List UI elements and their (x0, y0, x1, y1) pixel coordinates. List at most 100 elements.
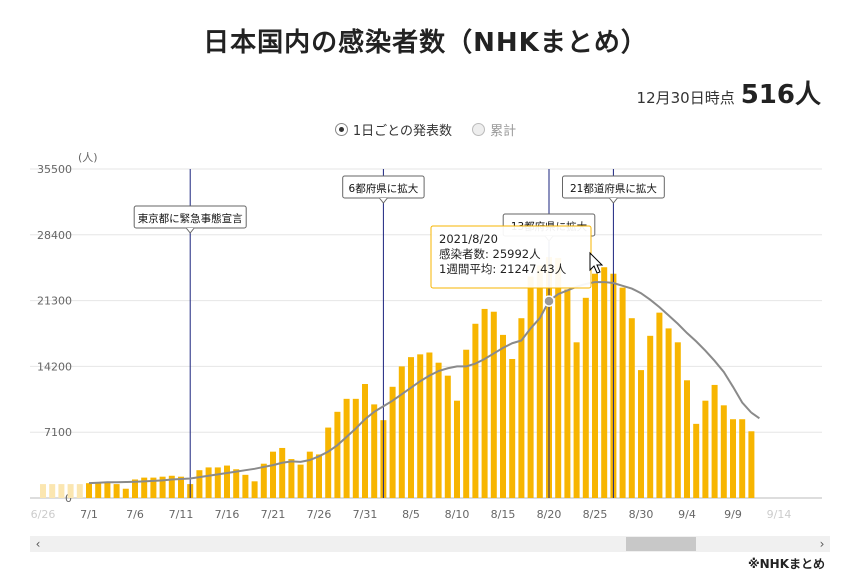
x-tick-label: 9/4 (678, 508, 696, 521)
as-of-date: 12月30日時点 (636, 89, 735, 107)
bar (306, 451, 313, 498)
event-label: 東京都に緊急事態宣言 (138, 212, 243, 225)
event-label: 6都府県に拡大 (349, 182, 419, 195)
bar (665, 328, 672, 498)
faded-bar (40, 484, 46, 498)
bar (656, 312, 663, 498)
view-toggle: 1日ごとの発表数 累計 (0, 120, 851, 140)
bar (316, 454, 322, 498)
bar (288, 459, 295, 498)
bar (150, 477, 157, 498)
source-note: ※NHKまとめ (747, 557, 825, 571)
bar (500, 334, 506, 498)
bar (141, 477, 148, 498)
average-line (88, 281, 753, 485)
bar (343, 398, 350, 498)
y-tick-label: 21300 (37, 295, 72, 308)
faded-bar (76, 484, 83, 498)
x-tick-label: 7/11 (169, 508, 194, 521)
bar (435, 362, 442, 498)
y-tick-label: 7100 (44, 426, 72, 439)
daily-radio-label: 1日ごとの発表数 (352, 124, 452, 139)
bar (352, 398, 359, 498)
bar (592, 273, 598, 498)
scroll-right-icon[interactable]: › (819, 537, 825, 551)
bar (178, 476, 184, 498)
bar (472, 323, 479, 498)
x-tick-label: 7/6 (126, 508, 144, 521)
bar (417, 354, 424, 498)
tooltip-line: 感染者数: 25992人 (439, 247, 541, 261)
bar (702, 400, 709, 498)
bar (270, 451, 276, 498)
bar (536, 265, 543, 498)
daily-radio[interactable]: 1日ごとの発表数 (334, 120, 452, 139)
highlight-point (543, 295, 555, 307)
bar (260, 463, 267, 498)
radio-selected-icon (334, 123, 348, 136)
bar (334, 411, 341, 498)
bar (748, 431, 755, 498)
bar (518, 318, 525, 498)
bar (279, 447, 286, 498)
bar (693, 423, 700, 498)
bar (251, 481, 258, 498)
bar (527, 276, 534, 498)
bar (509, 358, 516, 498)
x-tick-label: 9/14 (767, 508, 792, 521)
bar (362, 384, 368, 498)
bar (214, 467, 221, 498)
x-tick-label: 8/20 (537, 508, 562, 521)
bar (573, 342, 580, 498)
horizontal-scrollbar[interactable]: ‹ › (30, 536, 830, 552)
x-tick-label: 6/26 (31, 508, 56, 521)
scroll-left-icon[interactable]: ‹ (35, 537, 41, 551)
bar (224, 465, 230, 498)
bar (132, 479, 138, 498)
bar (555, 257, 562, 498)
event-label: 21都道府県に拡大 (570, 182, 657, 195)
cumulative-radio[interactable]: 累計 (472, 120, 516, 139)
bar (297, 464, 304, 498)
bar (122, 488, 129, 498)
y-axis-unit: (人) (78, 151, 98, 164)
bar (647, 335, 654, 498)
y-tick-label: 28400 (37, 229, 72, 242)
bar (619, 287, 626, 498)
bar (389, 386, 396, 498)
tooltip-line: 1週間平均: 21247.43人 (439, 262, 567, 276)
bar (113, 484, 120, 498)
bar (196, 470, 203, 498)
bar (398, 366, 405, 498)
bar (638, 370, 644, 498)
scrollbar-thumb[interactable] (626, 537, 696, 551)
faded-bar (58, 484, 65, 498)
x-tick-label: 7/31 (353, 508, 378, 521)
bar (205, 467, 212, 498)
bar (711, 384, 718, 498)
bar (95, 482, 102, 498)
bar (168, 475, 175, 498)
bar (582, 297, 589, 498)
bar (86, 483, 92, 498)
bar (454, 400, 460, 498)
bar (325, 427, 332, 498)
bar (739, 419, 746, 498)
x-tick-label: 8/5 (402, 508, 420, 521)
bar (564, 289, 571, 498)
x-tick-label: 7/1 (80, 508, 98, 521)
event-label-pointer (185, 227, 195, 234)
x-tick-label: 7/21 (261, 508, 286, 521)
bar (490, 311, 497, 498)
bar (408, 357, 414, 498)
bar (730, 419, 736, 498)
cursor-icon (589, 251, 604, 274)
event-label-pointer (379, 197, 388, 204)
x-tick-label: 8/25 (583, 508, 608, 521)
chart-area: 0 7100 14200 21300 28400 35500 (人) 6/26 7/1 7/6 7/… (30, 151, 822, 521)
x-tick-label: 7/26 (307, 508, 332, 521)
cumulative-radio-label: 累計 (490, 124, 517, 139)
bar (233, 469, 240, 498)
event-label-pointer (609, 197, 618, 204)
bar (444, 375, 451, 498)
